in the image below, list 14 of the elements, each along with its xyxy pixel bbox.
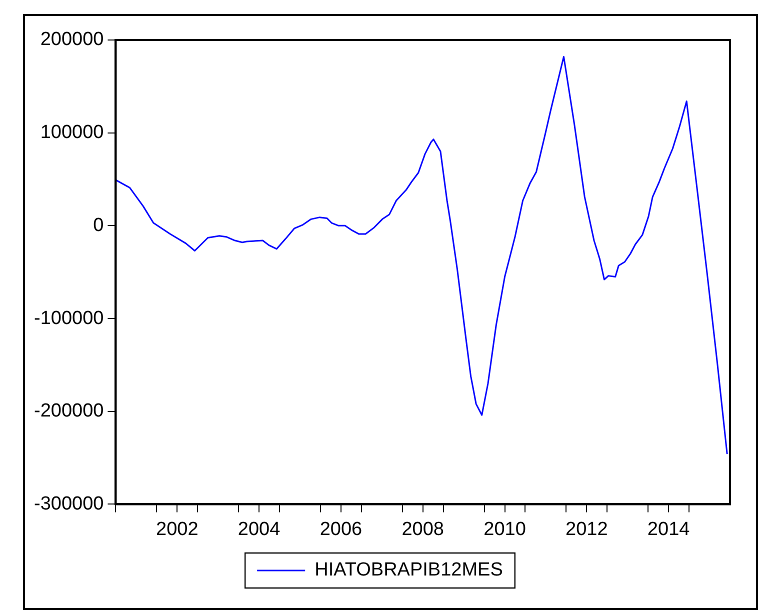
y-tick-label: 0	[93, 214, 104, 236]
y-tick-label: -200000	[34, 400, 104, 422]
x-tick-label: 2010	[484, 518, 526, 540]
legend-label: HIATOBRAPIB12MES	[314, 560, 503, 581]
x-tick-label: 2004	[238, 518, 281, 540]
x-tick-label: 2012	[566, 518, 608, 540]
y-tick-label: 100000	[40, 122, 104, 144]
y-tick-label: -300000	[34, 493, 104, 514]
x-tick-label: 2014	[647, 518, 690, 540]
y-tick-label: -100000	[34, 308, 104, 329]
x-tick-label: 2002	[156, 518, 198, 540]
y-tick-label: 200000	[40, 29, 104, 50]
x-tick-label: 2006	[320, 518, 362, 540]
x-tick-label: 2008	[402, 518, 444, 540]
